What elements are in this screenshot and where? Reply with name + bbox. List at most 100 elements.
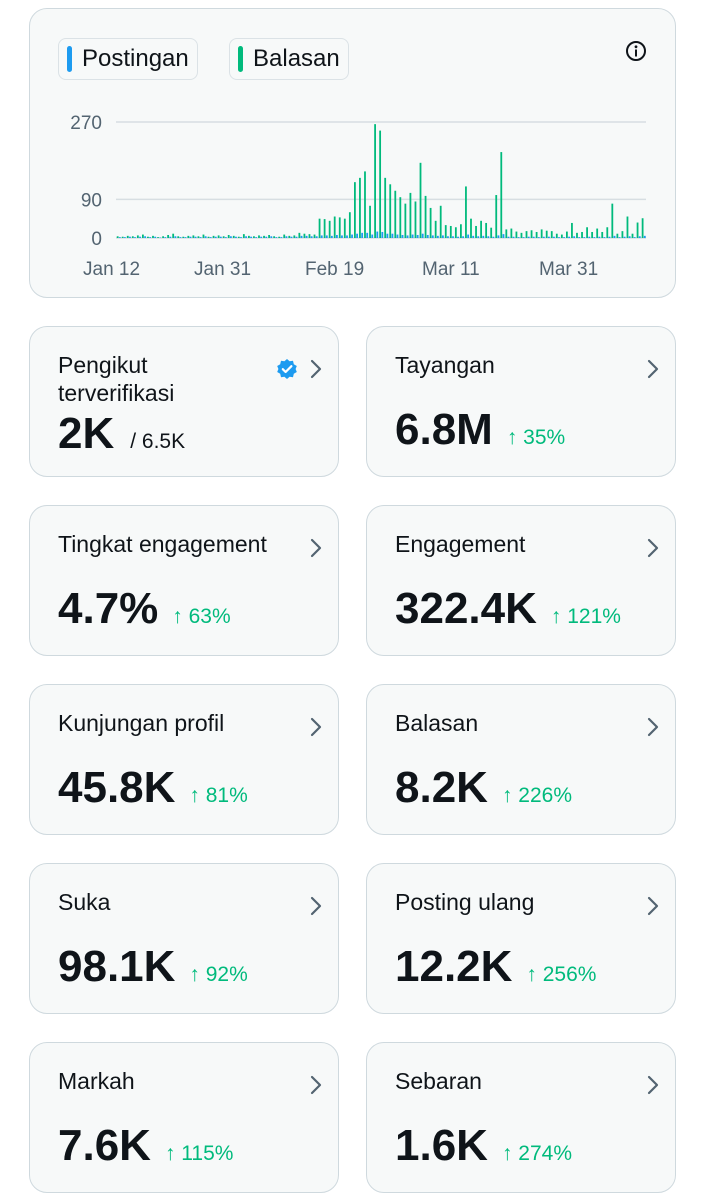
posts-bar (568, 236, 570, 238)
x-tick-label: Feb 19 (305, 259, 364, 280)
stat-card[interactable]: Tingkat engagement 4.7% ↑ 63% (29, 505, 339, 656)
posts-bar (189, 236, 192, 238)
stat-change: ↑ 256% (526, 963, 597, 986)
posts-bar (482, 235, 485, 238)
stat-card[interactable]: Posting ulang 12.2K ↑ 256% (366, 863, 676, 1014)
stat-title: Balasan (395, 710, 479, 736)
stat-card[interactable]: Sebaran 1.6K ↑ 274% (366, 1042, 676, 1193)
replies-bar (424, 195, 427, 238)
stat-card[interactable]: Tayangan 6.8M ↑ 35% (366, 326, 676, 477)
replies-bar (460, 224, 462, 238)
posts-bar (391, 233, 394, 238)
posts-bar (295, 236, 298, 238)
replies-bar (611, 203, 614, 238)
replies-bar (263, 235, 265, 238)
posts-bar (436, 235, 439, 238)
stat-value-row: 1.6K ↑ 274% (395, 1121, 572, 1171)
stat-title: Markah (58, 1068, 135, 1094)
y-tick-label: 270 (70, 113, 102, 134)
replies-bar (202, 234, 205, 238)
posts-bar (174, 236, 177, 238)
replies-bar (571, 222, 573, 238)
replies-bar (131, 236, 134, 238)
replies-bar (187, 235, 190, 238)
replies-bar (449, 225, 452, 238)
replies-bar (606, 227, 609, 238)
replies-bar (142, 234, 144, 238)
chevron-right-icon[interactable] (647, 896, 659, 916)
info-icon[interactable] (625, 40, 647, 62)
replies-bar (399, 197, 402, 238)
stat-card[interactable]: Engagement 322.4K ↑ 121% (366, 505, 676, 656)
chevron-right-icon[interactable] (310, 717, 322, 737)
replies-bar (520, 232, 523, 238)
replies-bar (333, 216, 336, 238)
chevron-right-icon[interactable] (647, 538, 659, 558)
legend-replies[interactable]: Balasan (229, 38, 349, 80)
posts-bar (285, 236, 288, 238)
posts-bar (477, 236, 480, 238)
replies-bar (419, 162, 422, 238)
stat-card[interactable]: Markah 7.6K ↑ 115% (29, 1042, 339, 1193)
posts-bar (593, 237, 596, 238)
posts-bar (401, 234, 404, 238)
stat-card[interactable]: Balasan 8.2K ↑ 226% (366, 684, 676, 835)
posts-bar (386, 233, 389, 238)
posts-bar (406, 235, 409, 238)
chevron-right-icon[interactable] (310, 896, 322, 916)
stat-value-row: 12.2K ↑ 256% (395, 942, 596, 992)
chevron-right-icon[interactable] (310, 538, 322, 558)
stat-change: ↑ 81% (189, 784, 248, 807)
replies-bar (217, 235, 220, 238)
posts-bar (588, 236, 591, 238)
replies-bar (338, 217, 341, 238)
stat-value-row: 4.7% ↑ 63% (58, 584, 231, 634)
replies-bar (510, 228, 513, 238)
posts-bar (527, 236, 530, 238)
posts-bar (628, 236, 631, 238)
stat-change: ↑ 226% (501, 784, 572, 807)
replies-bar (475, 225, 477, 238)
posts-bar (356, 233, 358, 238)
stat-value: 45.8K (58, 763, 176, 812)
posts-bar (376, 231, 379, 238)
chart-card: Postingan Balasan 270 90 0 Jan 12 Jan 31 Feb … (29, 8, 676, 298)
stat-title: Suka (58, 889, 111, 915)
replies-bar (631, 233, 634, 238)
replies-bar (222, 236, 225, 238)
stat-value: 322.4K (395, 584, 537, 633)
chevron-right-icon[interactable] (310, 1075, 322, 1095)
replies-bar (258, 235, 260, 238)
posts-bar (361, 232, 364, 238)
chevron-right-icon[interactable] (310, 359, 322, 379)
stat-card[interactable]: Kunjungan profil 45.8K ↑ 81% (29, 684, 339, 835)
posts-bar (426, 234, 429, 238)
chevron-right-icon[interactable] (647, 1075, 659, 1095)
posts-bar (270, 236, 273, 238)
posts-bar (411, 234, 414, 238)
stat-value-row: 2K / 6.5K (58, 409, 185, 459)
replies-bar (540, 229, 543, 238)
chevron-right-icon[interactable] (647, 717, 659, 737)
posts-bar (537, 237, 540, 238)
stat-value-row: 6.8M ↑ 35% (395, 405, 565, 455)
stat-card[interactable]: Pengikut terverifikasi 2K / 6.5K (29, 326, 339, 477)
posts-bar (452, 236, 454, 238)
legend-replies-label: Balasan (253, 45, 340, 72)
replies-bar (454, 227, 457, 238)
posts-bar (603, 237, 606, 238)
replies-bar (409, 192, 412, 238)
replies-bar (313, 234, 316, 238)
posts-bar (366, 232, 369, 238)
stat-card[interactable]: Suka 98.1K ↑ 92% (29, 863, 339, 1014)
posts-bar (230, 236, 232, 238)
replies-bar (555, 233, 558, 238)
posts-bar (618, 237, 621, 238)
replies-bar (485, 222, 488, 238)
legend-posts[interactable]: Postingan (58, 38, 198, 80)
posts-bar (280, 237, 283, 238)
posts-bar (129, 236, 131, 238)
posts-bar (487, 236, 490, 238)
chevron-right-icon[interactable] (647, 359, 659, 379)
posts-bar (134, 237, 136, 238)
